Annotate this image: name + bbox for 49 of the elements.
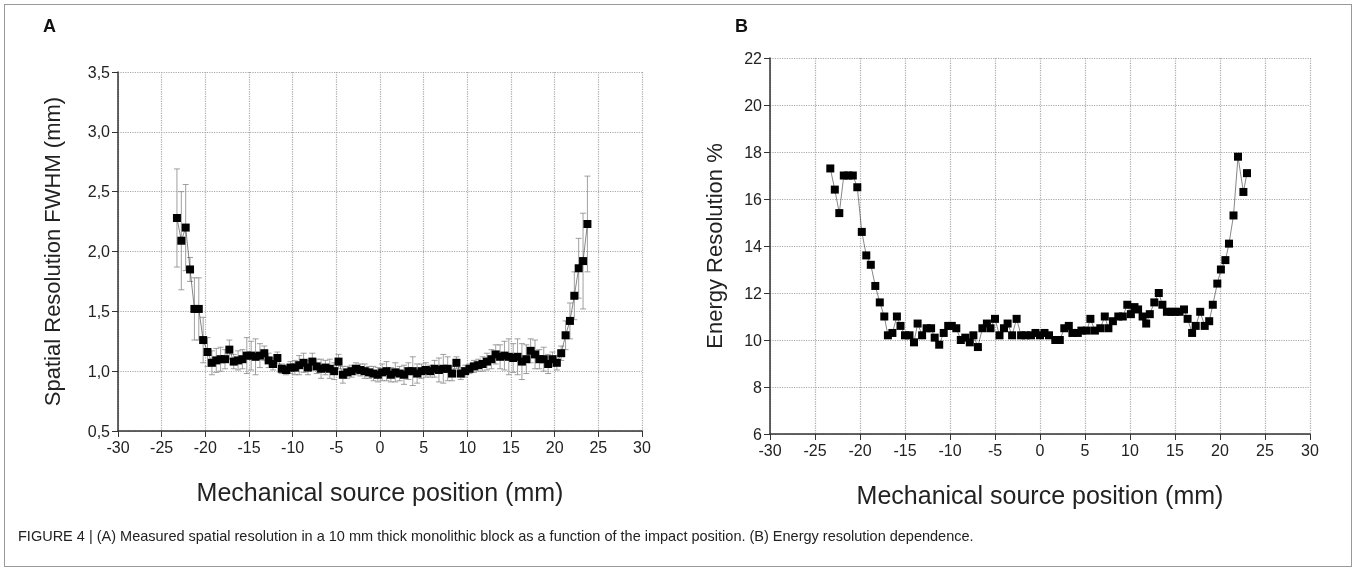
- x-tick-label: -10: [938, 441, 962, 459]
- x-tick-label: 30: [1301, 441, 1319, 459]
- y-tick-label: 2,5: [87, 183, 111, 201]
- chart-title: A: [43, 16, 56, 36]
- x-tick-label: -30: [106, 438, 130, 456]
- x-tick-label: 10: [1121, 441, 1139, 459]
- x-tick-label: 25: [1256, 441, 1274, 459]
- x-tick-label: 15: [1166, 441, 1184, 459]
- x-tick-label: 5: [1080, 441, 1090, 459]
- y-tick-label: 6: [753, 425, 763, 443]
- y-tick-label: 3,0: [87, 123, 111, 141]
- y-tick-label: 18: [744, 143, 763, 161]
- x-tick-label: -15: [893, 441, 917, 459]
- y-tick-label: 0,5: [87, 422, 111, 440]
- x-tick-label: 0: [375, 438, 385, 456]
- x-tick-label: -10: [281, 438, 305, 456]
- x-tick-label: 0: [1035, 441, 1045, 459]
- y-tick-label: 16: [744, 190, 763, 208]
- y-axis-title: Energy Resolution %: [701, 143, 727, 349]
- y-tick-label: 22: [744, 49, 763, 67]
- x-tick-label: 25: [589, 438, 608, 456]
- y-tick-label: 1,0: [87, 362, 111, 380]
- y-axis-title: Spatial Resolution FWHM (mm): [39, 96, 65, 407]
- y-tick-label: 14: [744, 237, 763, 255]
- x-tick-label: -5: [987, 441, 1003, 459]
- chart-title: B: [735, 16, 748, 36]
- x-axis-title: Mechanical source position (mm): [196, 477, 564, 506]
- x-tick-label: 10: [458, 438, 477, 456]
- x-tick-label: -25: [150, 438, 174, 456]
- y-tick-label: 8: [753, 378, 763, 396]
- x-axis-title: Mechanical source position (mm): [856, 480, 1224, 509]
- x-tick-label: -30: [758, 441, 782, 459]
- x-tick-label: -5: [329, 438, 344, 456]
- y-tick-label: 10: [744, 331, 763, 349]
- x-tick-label: -20: [848, 441, 872, 459]
- x-tick-label: 30: [633, 438, 651, 456]
- y-tick-label: 20: [744, 96, 763, 114]
- x-tick-label: 20: [1211, 441, 1229, 459]
- x-tick-label: 15: [502, 438, 520, 456]
- y-tick-label: 3,5: [87, 63, 111, 81]
- caption: FIGURE 4 | (A) Measured spatial resolution in a 10 mm thick monolithic block as a function of the impact position. (B) Energy resolution dependence.: [18, 528, 975, 544]
- y-tick-label: 2,0: [87, 243, 111, 260]
- x-tick-label: -25: [803, 441, 827, 459]
- x-tick-label: -15: [237, 438, 261, 456]
- y-tick-label: 12: [744, 284, 763, 302]
- x-tick-label: 20: [545, 438, 564, 456]
- x-tick-label: 5: [419, 438, 429, 456]
- y-tick-label: 1,5: [87, 302, 111, 320]
- x-tick-label: -20: [193, 438, 217, 456]
